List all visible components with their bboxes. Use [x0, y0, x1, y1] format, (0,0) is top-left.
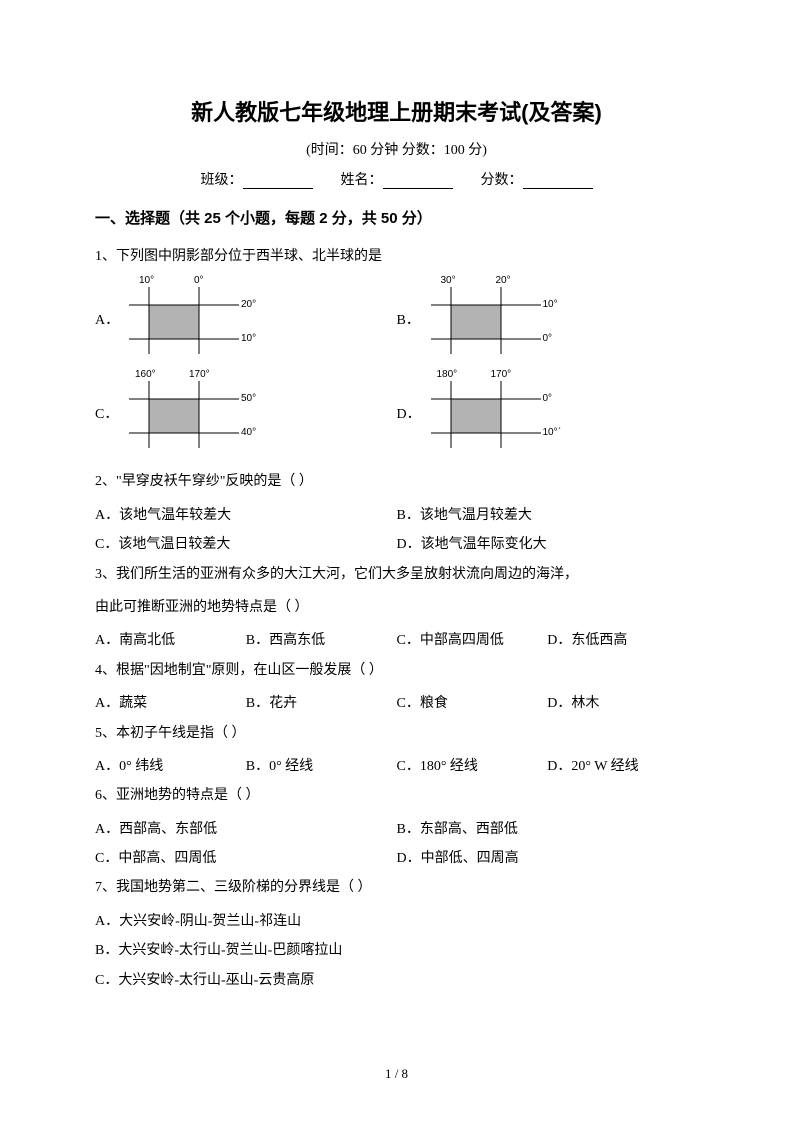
q6-B: B．东部高、西部低	[397, 815, 699, 844]
q1-label-B: B．	[397, 309, 421, 329]
q1-diagram-B: B． 30° 20° 10° 0°	[397, 279, 699, 359]
section-1-header: 一、选择题（共 25 个小题，每题 2 分，共 50 分）	[95, 207, 698, 228]
q7-C: C．大兴安岭-太行山-巫山-云贵高原	[95, 966, 698, 995]
q3-D: D．东低西高	[547, 626, 698, 655]
name-label: 姓名：	[341, 173, 383, 188]
q7-A-row: A．大兴安岭-阴山-贺兰山-祁连山	[95, 907, 698, 936]
q1-diagram-row-1: A． 10° 0° 20° 10° B． 30°	[95, 279, 698, 359]
q6-opts-1: A．西部高、东部低 B．东部高、西部低	[95, 815, 698, 844]
q3-text-1: 3、我们所生活的亚洲有众多的大江大河，它们大多呈放射状流向周边的海洋，	[95, 560, 698, 589]
q5-A: A．0° 纬线	[95, 752, 246, 781]
label-rt: 10°	[543, 299, 558, 310]
q1-label-A: A．	[95, 309, 119, 329]
q4-D: D．林木	[547, 689, 698, 718]
q1-diagram-C: C． 160° 170° 50° 40°	[95, 373, 397, 453]
q5-D: D．20° W 经线	[547, 752, 698, 781]
label-rt: 20°	[241, 299, 256, 310]
label-rb: 0°	[543, 333, 553, 344]
class-blank[interactable]	[243, 173, 313, 189]
score-label: 分数：	[481, 173, 523, 188]
label-rt: 50°	[241, 393, 256, 404]
q1-text: 1、下列图中阴影部分位于西半球、北半球的是	[95, 242, 698, 271]
info-row: 班级： 姓名： 分数：	[95, 169, 698, 189]
exam-title: 新人教版七年级地理上册期末考试(及答案)	[95, 95, 698, 127]
grid-diagram-D: 180° 170° 0° 10°ˊ	[421, 373, 561, 453]
class-label: 班级：	[201, 173, 243, 188]
q2-text: 2、"早穿皮袄午穿纱"反映的是（ ）	[95, 467, 698, 496]
q2-opts-1: A．该地气温年较差大 B．该地气温月较差大	[95, 501, 698, 530]
q3-text-2: 由此可推断亚洲的地势特点是（ ）	[95, 593, 698, 622]
q3-B: B．西高东低	[246, 626, 397, 655]
q4-text: 4、根据"因地制宜"原则，在山区一般发展（ ）	[95, 656, 698, 685]
q7-C-row: C．大兴安岭-太行山-巫山-云贵高原	[95, 966, 698, 995]
q2-A: A．该地气温年较差大	[95, 501, 397, 530]
label-tr: 0°	[194, 275, 204, 286]
q4-B: B．花卉	[246, 689, 397, 718]
q2-opts-2: C．该地气温日较差大 D．该地气温年际变化大	[95, 530, 698, 559]
grid-diagram-B: 30° 20° 10° 0°	[421, 279, 561, 359]
q4-C: C．粮食	[397, 689, 548, 718]
label-rt: 0°	[543, 393, 553, 404]
q7-A: A．大兴安岭-阴山-贺兰山-祁连山	[95, 907, 698, 936]
grid-diagram-C: 160° 170° 50° 40°	[119, 373, 259, 453]
q4-A: A．蔬菜	[95, 689, 246, 718]
name-blank[interactable]	[383, 173, 453, 189]
q6-text: 6、亚洲地势的特点是（ ）	[95, 781, 698, 810]
q7-B: B．大兴安岭-太行山-贺兰山-巴颜喀拉山	[95, 936, 698, 965]
q1-diagram-D: D． 180° 170° 0° 10°ˊ	[397, 373, 699, 453]
q1-diagram-row-2: C． 160° 170° 50° 40° D． 180	[95, 373, 698, 453]
q1-label-C: C．	[95, 403, 119, 423]
page-number: 1 / 8	[0, 1066, 793, 1082]
q2-D: D．该地气温年际变化大	[397, 530, 699, 559]
q5-opts: A．0° 纬线 B．0° 经线 C．180° 经线 D．20° W 经线	[95, 752, 698, 781]
label-tl: 10°	[139, 275, 154, 286]
q2-B: B．该地气温月较差大	[397, 501, 699, 530]
q2-C: C．该地气温日较差大	[95, 530, 397, 559]
q4-opts: A．蔬菜 B．花卉 C．粮食 D．林木	[95, 689, 698, 718]
score-blank[interactable]	[523, 173, 593, 189]
q6-C: C．中部高、四周低	[95, 844, 397, 873]
q6-opts-2: C．中部高、四周低 D．中部低、四周高	[95, 844, 698, 873]
q7-B-row: B．大兴安岭-太行山-贺兰山-巴颜喀拉山	[95, 936, 698, 965]
label-tl: 180°	[437, 369, 458, 380]
label-tl: 160°	[135, 369, 156, 380]
q1-diagram-A: A． 10° 0° 20° 10°	[95, 279, 397, 359]
label-tl: 30°	[441, 275, 456, 286]
q3-A: A．南高北低	[95, 626, 246, 655]
label-tr: 170°	[189, 369, 210, 380]
q6-A: A．西部高、东部低	[95, 815, 397, 844]
q5-C: C．180° 经线	[397, 752, 548, 781]
q3-opts: A．南高北低 B．西高东低 C．中部高四周低 D．东低西高	[95, 626, 698, 655]
q3-C: C．中部高四周低	[397, 626, 548, 655]
label-rb: 10°ˊ	[543, 427, 561, 438]
label-rb: 10°	[241, 333, 256, 344]
q5-B: B．0° 经线	[246, 752, 397, 781]
grid-diagram-A: 10° 0° 20° 10°	[119, 279, 259, 359]
label-tr: 20°	[496, 275, 511, 286]
label-rb: 40°	[241, 427, 256, 438]
q1-label-D: D．	[397, 403, 421, 423]
q6-D: D．中部低、四周高	[397, 844, 699, 873]
exam-subtitle: (时间：60 分钟 分数：100 分)	[95, 139, 698, 159]
q7-text: 7、我国地势第二、三级阶梯的分界线是（ ）	[95, 873, 698, 902]
label-tr: 170°	[491, 369, 512, 380]
q5-text: 5、本初子午线是指（ ）	[95, 719, 698, 748]
